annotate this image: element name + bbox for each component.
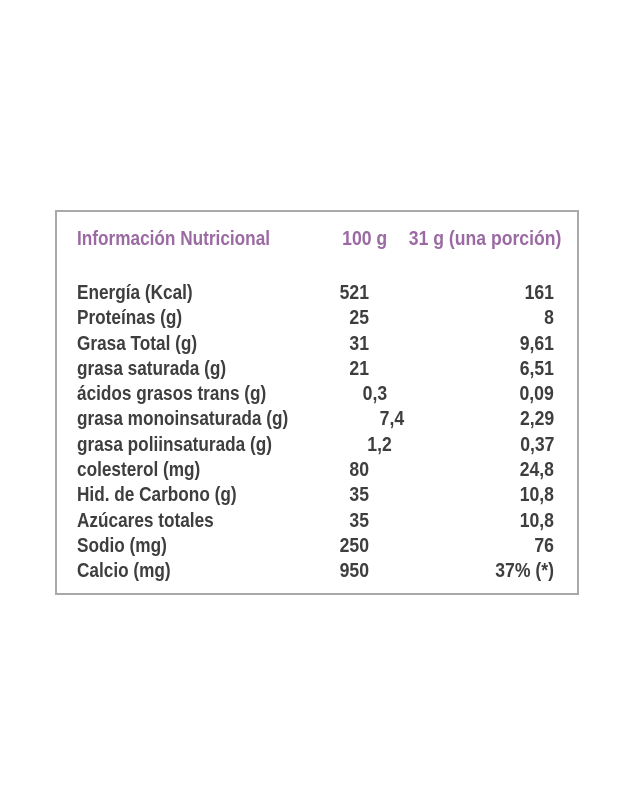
nutrient-label: Energía (Kcal) (77, 282, 193, 304)
column-header-per-100g: 100 g (342, 228, 388, 250)
value-per-100g: 35 (349, 484, 369, 507)
nutrient-label: colesterol (mg) (77, 459, 201, 482)
value-per-100g: 35 (349, 509, 369, 532)
value-per-portion: 10,8 (519, 509, 554, 532)
value-per-portion: 10,8 (519, 484, 554, 507)
value-per-portion: 24,8 (519, 459, 554, 482)
table-row: Proteínas (g) 25 8 (77, 306, 561, 331)
value-per-portion: 2,29 (519, 408, 554, 431)
table-row: Azúcares totales 35 10,8 (77, 509, 561, 534)
value-per-portion: 0,37 (519, 433, 554, 456)
value-per-100g: 7,4 (379, 408, 404, 431)
value-per-100g: 521 (339, 282, 369, 304)
value-per-100g: 80 (349, 459, 369, 482)
table-row: ácidos grasos trans (g) 0,3 0,09 (77, 382, 561, 407)
value-per-100g: 950 (339, 560, 369, 583)
value-per-portion: 8 (544, 307, 554, 330)
nutrient-label: grasa saturada (g) (77, 357, 227, 380)
column-header-per-portion: 31 g (una porción) (408, 228, 561, 250)
table-row: Calcio (mg) 950 37% (*) (77, 559, 561, 584)
table-row: grasa monoinsaturada (g) 7,4 2,29 (77, 407, 561, 432)
nutrient-label: Hid. de Carbono (g) (77, 484, 237, 507)
nutrient-label: Sodio (mg) (77, 534, 167, 557)
table-row: Sodio (mg) 250 76 (77, 534, 561, 559)
nutrient-label: ácidos grasos trans (g) (77, 383, 267, 406)
nutrition-facts-panel: Información Nutricional 100 g 31 g (una … (55, 210, 579, 595)
nutrition-table-header: Información Nutricional 100 g 31 g (una … (77, 226, 561, 252)
value-per-100g: 250 (339, 534, 369, 557)
nutrient-label: grasa poliinsaturada (g) (77, 433, 272, 456)
value-per-portion: 161 (524, 282, 554, 304)
value-per-portion: 0,09 (519, 383, 554, 406)
value-per-100g: 31 (349, 332, 369, 355)
table-row: Hid. de Carbono (g) 35 10,8 (77, 483, 561, 508)
value-per-100g: 25 (349, 307, 369, 330)
value-per-100g: 0,3 (362, 383, 388, 406)
table-row: grasa poliinsaturada (g) 1,2 0,37 (77, 433, 561, 458)
table-row: Energía (Kcal) 521 161 (77, 281, 561, 306)
value-per-portion: 6,51 (519, 357, 554, 380)
table-row: colesterol (mg) 80 24,8 (77, 458, 561, 483)
nutrient-label: Azúcares totales (77, 509, 214, 532)
value-per-100g: 21 (349, 357, 369, 380)
table-title: Información Nutricional (77, 228, 271, 250)
nutrient-label: Proteínas (g) (77, 307, 183, 330)
nutrient-label: Grasa Total (g) (77, 332, 198, 355)
table-row: grasa saturada (g) 21 6,51 (77, 357, 561, 382)
table-row: Grasa Total (g) 31 9,61 (77, 332, 561, 357)
value-per-portion: 9,61 (519, 332, 554, 355)
nutrient-label: Calcio (mg) (77, 560, 171, 583)
value-per-100g: 1,2 (367, 433, 392, 456)
value-per-portion: 76 (534, 534, 554, 557)
value-per-portion: 37% (*) (495, 560, 554, 583)
nutrient-label: grasa monoinsaturada (g) (77, 408, 289, 431)
